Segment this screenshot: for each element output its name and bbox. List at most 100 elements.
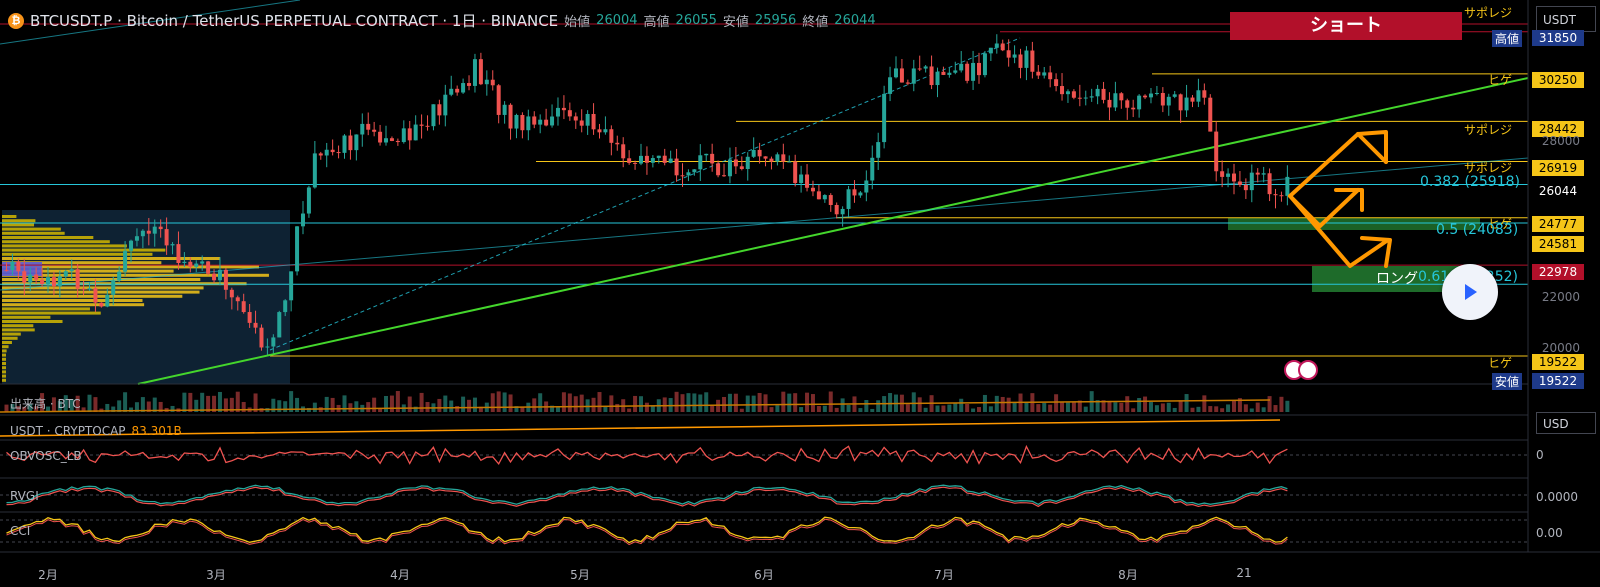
- candle-body: [994, 43, 999, 48]
- volume-profile-bar: [2, 294, 183, 298]
- volume-bar: [1208, 406, 1213, 412]
- volume-bar: [781, 391, 786, 412]
- chart-header: ₿ BTCUSDT.P · Bitcoin / TetherUS PERPETU…: [8, 10, 876, 31]
- volume-bar: [1279, 396, 1284, 412]
- volume-bar: [805, 392, 810, 412]
- time-axis-label: 3月: [206, 568, 226, 582]
- play-button[interactable]: [1442, 264, 1498, 320]
- volume-profile-bar: [2, 311, 101, 315]
- candle-body: [57, 276, 62, 287]
- candle-body: [265, 346, 270, 348]
- candle-body: [579, 120, 584, 126]
- volume-profile-bar: [2, 290, 200, 294]
- volume-bar: [633, 395, 638, 412]
- volume-bar: [840, 398, 845, 412]
- candle-body: [621, 144, 626, 159]
- symbol-title[interactable]: BTCUSDT.P · Bitcoin / TetherUS PERPETUAL…: [30, 12, 559, 30]
- volume-bar: [443, 395, 448, 412]
- volume-bar: [745, 395, 750, 412]
- candle-body: [1054, 79, 1059, 87]
- volume-bar: [134, 402, 139, 412]
- volume-profile-bar: [2, 374, 6, 378]
- candle-body: [1030, 50, 1035, 72]
- line-annotation: サポレジ: [1464, 161, 1513, 175]
- candle-body: [923, 66, 928, 69]
- volume-profile-bar: [2, 269, 174, 273]
- candle-body: [769, 158, 774, 162]
- volume-bar: [941, 405, 946, 412]
- volume-bar: [935, 405, 940, 412]
- volume-bar: [1184, 394, 1189, 412]
- volume-bar: [1101, 400, 1106, 412]
- candle-body: [532, 116, 537, 125]
- volume-bar: [917, 397, 922, 412]
- trend-lines: [0, 0, 1529, 385]
- currency-unit-button[interactable]: USDT: [1536, 6, 1596, 32]
- candle-body: [1172, 94, 1177, 97]
- volume-bar: [75, 395, 80, 412]
- volume-bar: [1048, 404, 1053, 412]
- candle-body: [1018, 54, 1023, 68]
- volume-bar: [1107, 400, 1112, 412]
- volume-bar: [306, 407, 311, 412]
- candle-body: [188, 261, 193, 267]
- volume-bar: [40, 393, 45, 412]
- candle-body: [686, 172, 691, 176]
- volume-bar: [123, 392, 128, 412]
- arrow-head: [1356, 130, 1388, 164]
- candle-body: [899, 68, 904, 83]
- volume-bar: [324, 396, 329, 412]
- event-icon[interactable]: [1298, 360, 1318, 380]
- volume-bar: [1036, 404, 1041, 412]
- candle-body: [674, 158, 679, 176]
- candle-body: [467, 83, 472, 86]
- volume-bar: [22, 406, 27, 412]
- candle-body: [395, 140, 400, 143]
- candle-body: [146, 230, 151, 234]
- candle-body: [277, 312, 282, 338]
- volume-bar: [870, 408, 875, 412]
- line-annotation: サポレジ: [1464, 123, 1513, 137]
- volume-bar: [407, 396, 412, 412]
- volume-bar: [662, 397, 667, 412]
- volume-bar: [271, 398, 276, 412]
- close-label: 終値: [802, 15, 829, 30]
- volume-bar: [994, 395, 999, 412]
- volume-bar: [787, 393, 792, 412]
- candle-body: [1214, 131, 1219, 172]
- candle-body: [40, 279, 45, 285]
- candle-body: [508, 104, 513, 129]
- price-tick: 28000: [1541, 134, 1580, 148]
- line-annotation: ヒゲ: [1488, 356, 1513, 370]
- candle-body: [1237, 181, 1242, 185]
- line-annotation: ヒゲ: [1488, 217, 1513, 231]
- volume-bar: [57, 400, 62, 412]
- volume-bar: [4, 404, 9, 412]
- candle-body: [472, 59, 477, 86]
- candle-body: [1285, 176, 1290, 196]
- volume-bar: [834, 407, 839, 412]
- candle-body: [1190, 97, 1195, 102]
- candle-body: [810, 187, 815, 192]
- volume-bar: [283, 401, 288, 412]
- candle-body: [840, 208, 845, 215]
- candle-body: [1220, 171, 1225, 177]
- volume-bar: [200, 392, 205, 412]
- candle-body: [745, 156, 750, 170]
- candle-body: [591, 113, 596, 130]
- volume-bar: [644, 402, 649, 412]
- volume-bar: [235, 391, 240, 412]
- candle-body: [478, 59, 483, 85]
- candle-body: [538, 119, 543, 125]
- volume-bar: [1172, 407, 1177, 412]
- volume-bar: [16, 406, 21, 412]
- volume-profile-bar: [2, 341, 12, 344]
- candle-body: [1125, 100, 1130, 108]
- candle-body: [668, 158, 673, 163]
- volume-bar: [1214, 406, 1219, 412]
- candle-body: [93, 288, 98, 303]
- candle-body: [727, 159, 732, 177]
- currency-unit-button-2[interactable]: USD: [1536, 412, 1596, 434]
- candle-body: [229, 289, 234, 298]
